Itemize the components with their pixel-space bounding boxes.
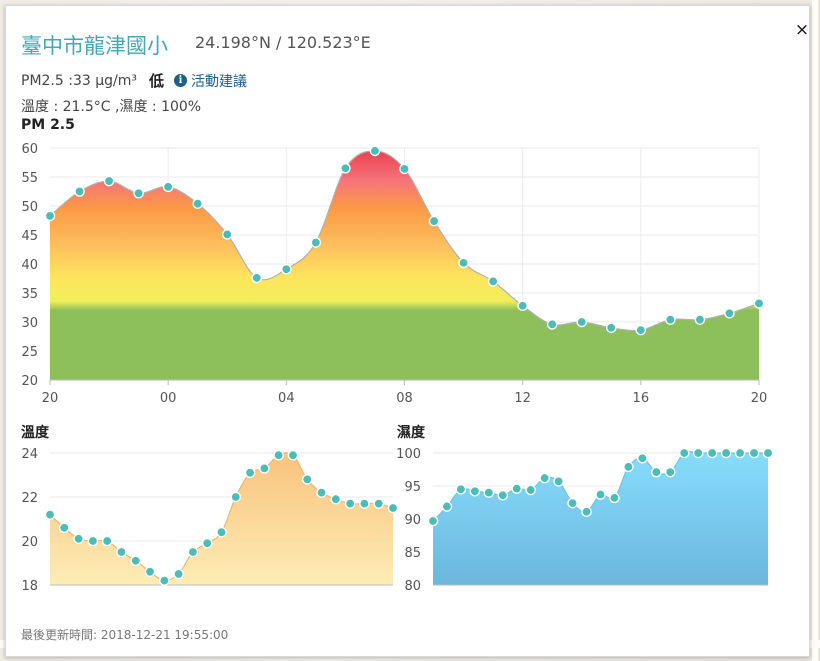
pm25-chart-title: PM 2.5 [21, 117, 75, 133]
map-road [812, 0, 818, 661]
station-name: 臺中市龍津國小 [21, 34, 168, 58]
close-icon[interactable]: × [794, 20, 810, 40]
humidity-chart-title: 濕度 [397, 425, 425, 441]
info-icon: i [174, 74, 187, 87]
temperature-chart-title: 溫度 [21, 425, 49, 441]
pm25-reading: PM2.5 :33 μg/m³ [21, 72, 137, 89]
activity-advice-link[interactable]: i 活動建議 [174, 71, 247, 91]
last-updated: 最後更新時間: 2018-12-21 19:55:00 [21, 628, 229, 642]
pm25-summary: PM2.5 :33 μg/m³ 低 i 活動建議 [21, 70, 247, 91]
pm25-level: 低 [148, 72, 164, 90]
station-coordinates: 24.198°N / 120.523°E [195, 33, 371, 52]
activity-advice-label: 活動建議 [191, 73, 247, 90]
weather-summary: 溫度 : 21.5°C ,濕度 : 100% [21, 99, 202, 115]
